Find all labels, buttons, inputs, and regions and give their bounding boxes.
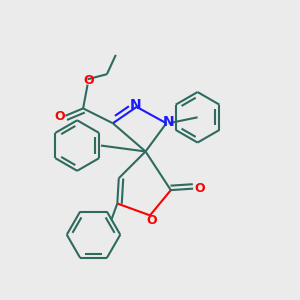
Text: O: O	[55, 110, 65, 123]
Text: N: N	[129, 98, 141, 112]
Text: O: O	[83, 74, 94, 87]
Text: O: O	[194, 182, 205, 195]
Text: O: O	[146, 214, 157, 227]
Text: N: N	[163, 116, 175, 129]
